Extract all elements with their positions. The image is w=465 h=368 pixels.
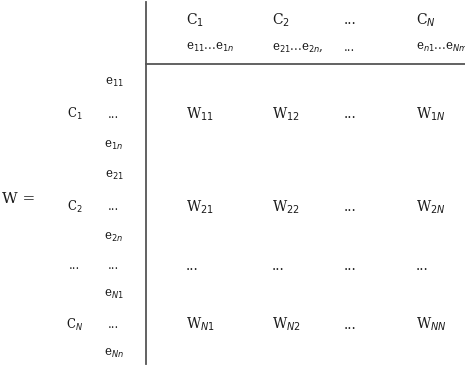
Text: ...: ... (344, 318, 357, 332)
Text: e$_{n1}$...e$_{Nm}$: e$_{n1}$...e$_{Nm}$ (416, 40, 465, 54)
Text: ...: ... (186, 259, 199, 273)
Text: C$_2$: C$_2$ (66, 199, 82, 215)
Text: e$_{2n}$: e$_{2n}$ (105, 231, 123, 244)
Text: C$_2$: C$_2$ (272, 11, 290, 29)
Text: ...: ... (344, 107, 357, 121)
Text: ...: ... (108, 200, 120, 213)
Text: ...: ... (344, 259, 357, 273)
Text: W$_{2N}$: W$_{2N}$ (416, 198, 446, 216)
Text: e$_{21}$...e$_{2n}$,: e$_{21}$...e$_{2n}$, (272, 40, 324, 54)
Text: W =: W = (2, 192, 35, 206)
Text: ...: ... (272, 259, 285, 273)
Text: C$_N$: C$_N$ (66, 316, 83, 333)
Text: ...: ... (344, 200, 357, 214)
Text: e$_{11}$...e$_{1n}$: e$_{11}$...e$_{1n}$ (186, 40, 234, 54)
Text: W$_{22}$: W$_{22}$ (272, 198, 300, 216)
Text: C$_1$: C$_1$ (66, 106, 82, 122)
Text: W$_{N1}$: W$_{N1}$ (186, 316, 215, 333)
Text: ...: ... (344, 13, 357, 27)
Text: ...: ... (69, 259, 80, 272)
Text: C$_N$: C$_N$ (416, 11, 436, 29)
Text: W$_{NN}$: W$_{NN}$ (416, 316, 447, 333)
Text: e$_{Nn}$: e$_{Nn}$ (104, 347, 124, 360)
Text: W$_{N2}$: W$_{N2}$ (272, 316, 301, 333)
Text: W$_{21}$: W$_{21}$ (186, 198, 214, 216)
Text: ...: ... (344, 40, 355, 54)
Text: ...: ... (108, 318, 120, 331)
Text: e$_{N1}$: e$_{N1}$ (104, 288, 124, 301)
Text: ...: ... (416, 259, 429, 273)
Text: C$_1$: C$_1$ (186, 11, 204, 29)
Text: e$_{1n}$: e$_{1n}$ (105, 138, 123, 152)
Text: W$_{11}$: W$_{11}$ (186, 105, 214, 123)
Text: W$_{1N}$: W$_{1N}$ (416, 105, 446, 123)
Text: e$_{21}$: e$_{21}$ (105, 169, 123, 183)
Text: ...: ... (108, 259, 120, 272)
Text: e$_{11}$: e$_{11}$ (105, 76, 123, 89)
Text: W$_{12}$: W$_{12}$ (272, 105, 300, 123)
Text: ...: ... (108, 107, 120, 121)
